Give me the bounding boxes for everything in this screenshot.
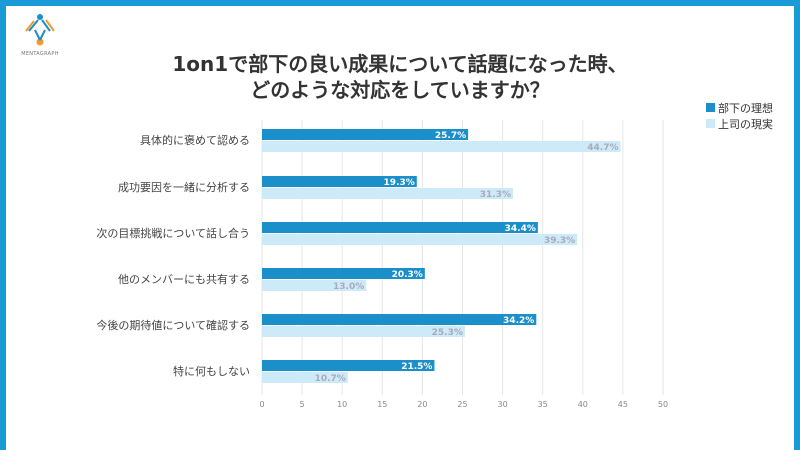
x-tick-label: 10 (337, 400, 347, 409)
chart: MENTAGRAPH 1on1で部下の良い成果について話題になった時、 どのよう… (21, 14, 773, 409)
bar-ideal (262, 360, 435, 371)
category-label: 特に何もしない (173, 364, 250, 378)
bar-reality (262, 280, 367, 291)
data-label: 34.4% (505, 224, 536, 234)
category-label: 具体的に褒めて認める (140, 133, 250, 147)
x-tick-label: 5 (300, 400, 305, 409)
data-label: 20.3% (392, 270, 423, 280)
bar-ideal (262, 129, 469, 140)
bar-reality (262, 326, 465, 337)
data-label: 10.7% (315, 374, 346, 384)
legend-label: 上司の現実 (718, 117, 773, 131)
data-label: 39.3% (544, 236, 575, 246)
x-tick-label: 35 (538, 400, 548, 409)
bar-reality (262, 234, 578, 245)
data-label: 25.3% (432, 328, 463, 338)
bar-reality (262, 372, 348, 383)
x-tick-label: 15 (377, 400, 387, 409)
chart-title-line-2: どのような対応をしていますか？ (250, 78, 549, 102)
bar-reality (262, 141, 621, 152)
data-label: 31.3% (480, 190, 511, 200)
x-tick-label: 45 (618, 400, 628, 409)
category-label: 次の目標挑戦について話し合う (96, 226, 250, 240)
data-label: 21.5% (401, 362, 432, 372)
legend-swatch (706, 103, 715, 112)
data-label: 25.7% (435, 131, 466, 141)
category-label: 他のメンバーにも共有する (118, 272, 250, 286)
x-tick-label: 40 (578, 400, 588, 409)
legend-swatch (706, 119, 715, 128)
data-label: 13.0% (333, 282, 364, 292)
bar-ideal (262, 314, 537, 325)
x-tick-label: 20 (417, 400, 427, 409)
logo: MENTAGRAPH (21, 14, 59, 57)
logo-text: MENTAGRAPH (21, 51, 59, 57)
bar-reality (262, 188, 514, 199)
x-tick-label: 30 (498, 400, 508, 409)
category-label: 今後の期待値について確認する (96, 318, 250, 332)
data-label: 19.3% (384, 178, 415, 188)
bar-ideal (262, 222, 538, 233)
bar-ideal (262, 176, 417, 187)
x-tick-label: 50 (658, 400, 668, 409)
chart-title-line-1: 1on1で部下の良い成果について話題になった時、 (172, 52, 627, 76)
data-label: 34.2% (503, 316, 534, 326)
x-tick-label: 25 (457, 400, 467, 409)
legend-label: 部下の理想 (718, 101, 773, 115)
slide-frame: MENTAGRAPH 1on1で部下の良い成果について話題になった時、 どのよう… (6, 6, 794, 450)
bar-ideal (262, 268, 425, 279)
x-tick-label: 0 (259, 400, 264, 409)
data-label: 44.7% (587, 143, 618, 153)
category-label: 成功要因を一緒に分析する (118, 180, 250, 194)
